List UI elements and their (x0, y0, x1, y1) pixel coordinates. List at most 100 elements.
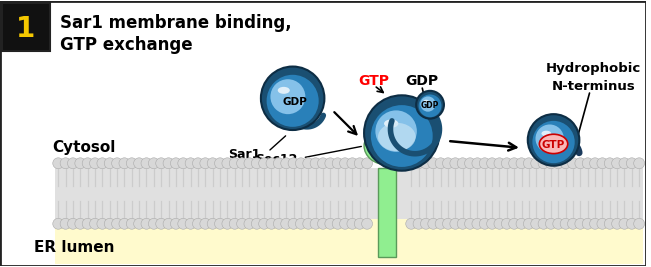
Circle shape (546, 158, 557, 169)
Circle shape (332, 158, 343, 169)
Circle shape (68, 218, 78, 229)
Circle shape (126, 158, 137, 169)
Circle shape (261, 66, 324, 130)
Circle shape (371, 105, 433, 167)
Circle shape (347, 158, 358, 169)
Circle shape (215, 218, 225, 229)
Circle shape (597, 218, 608, 229)
Circle shape (443, 158, 454, 169)
Circle shape (516, 158, 527, 169)
Circle shape (104, 158, 115, 169)
Circle shape (364, 95, 439, 171)
Circle shape (200, 218, 211, 229)
Circle shape (590, 158, 600, 169)
Text: 1: 1 (16, 15, 35, 43)
Circle shape (582, 158, 593, 169)
Circle shape (523, 158, 534, 169)
Circle shape (53, 218, 64, 229)
Circle shape (575, 218, 586, 229)
Circle shape (465, 218, 475, 229)
Circle shape (361, 158, 372, 169)
Circle shape (626, 218, 637, 229)
Circle shape (258, 158, 270, 169)
Circle shape (450, 158, 461, 169)
Circle shape (97, 158, 108, 169)
Text: GDP: GDP (405, 74, 438, 88)
Circle shape (97, 218, 108, 229)
Circle shape (258, 218, 270, 229)
Circle shape (119, 218, 130, 229)
Circle shape (185, 218, 196, 229)
Circle shape (82, 158, 93, 169)
Bar (55, 168, 643, 219)
Circle shape (266, 158, 277, 169)
Text: Cytosol: Cytosol (53, 140, 116, 155)
Circle shape (200, 158, 211, 169)
Circle shape (340, 158, 350, 169)
Circle shape (156, 158, 167, 169)
Text: ER lumen: ER lumen (34, 239, 115, 255)
Circle shape (416, 91, 444, 119)
Circle shape (538, 158, 549, 169)
Circle shape (296, 218, 307, 229)
Circle shape (75, 158, 86, 169)
Circle shape (325, 158, 336, 169)
Circle shape (270, 79, 305, 114)
Circle shape (435, 218, 446, 229)
Circle shape (553, 158, 564, 169)
Circle shape (288, 158, 299, 169)
Circle shape (419, 95, 441, 117)
Ellipse shape (542, 131, 551, 136)
Circle shape (354, 158, 365, 169)
Circle shape (612, 158, 622, 169)
Circle shape (148, 158, 159, 169)
Circle shape (626, 158, 637, 169)
Circle shape (494, 218, 505, 229)
Circle shape (450, 218, 461, 229)
Circle shape (178, 218, 189, 229)
Circle shape (288, 218, 299, 229)
Circle shape (273, 158, 284, 169)
Circle shape (75, 218, 86, 229)
Circle shape (273, 218, 284, 229)
Bar (378, 168, 396, 257)
Ellipse shape (424, 100, 429, 103)
Circle shape (222, 158, 233, 169)
Ellipse shape (384, 119, 398, 128)
Text: Sar1 membrane binding,: Sar1 membrane binding, (59, 14, 291, 32)
Circle shape (215, 158, 225, 169)
Circle shape (318, 218, 328, 229)
Circle shape (141, 218, 152, 229)
Circle shape (590, 218, 600, 229)
Circle shape (546, 218, 557, 229)
Circle shape (229, 158, 240, 169)
Circle shape (104, 218, 115, 229)
Circle shape (487, 218, 497, 229)
Circle shape (310, 218, 321, 229)
Circle shape (560, 218, 571, 229)
Text: Sec12: Sec12 (255, 153, 298, 166)
Circle shape (296, 158, 307, 169)
Circle shape (236, 218, 247, 229)
Text: Sar1: Sar1 (229, 148, 261, 161)
Circle shape (244, 218, 255, 229)
Circle shape (531, 218, 542, 229)
Circle shape (148, 218, 159, 229)
Circle shape (494, 158, 505, 169)
Circle shape (633, 158, 644, 169)
Circle shape (236, 158, 247, 169)
Circle shape (347, 218, 358, 229)
Circle shape (222, 218, 233, 229)
Circle shape (479, 158, 490, 169)
Circle shape (171, 218, 182, 229)
Circle shape (60, 158, 71, 169)
Circle shape (111, 158, 122, 169)
Circle shape (523, 218, 534, 229)
Text: GDP: GDP (421, 101, 439, 110)
Circle shape (119, 158, 130, 169)
Circle shape (421, 158, 432, 169)
Circle shape (60, 218, 71, 229)
Circle shape (533, 121, 575, 163)
Circle shape (332, 218, 343, 229)
Circle shape (487, 158, 497, 169)
